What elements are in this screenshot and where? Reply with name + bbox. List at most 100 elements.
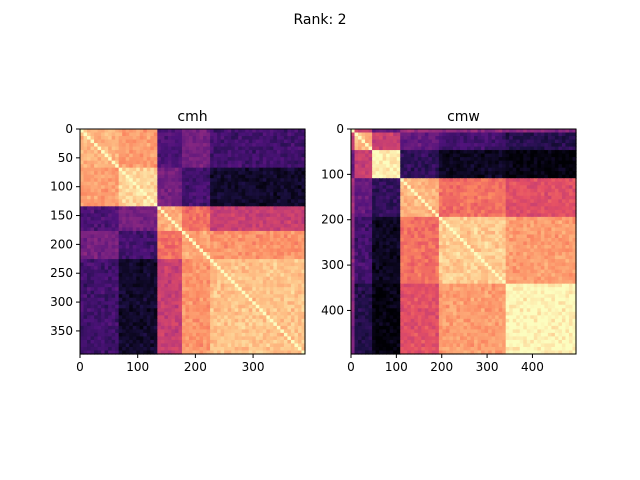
heatmap-cell bbox=[185, 146, 190, 151]
heatmap-cell bbox=[206, 192, 211, 197]
heatmap-cell bbox=[280, 280, 285, 285]
heatmap-cell bbox=[111, 188, 116, 193]
heatmap-cell bbox=[80, 195, 85, 200]
heatmap-cell bbox=[358, 136, 363, 141]
heatmap-cell bbox=[108, 350, 113, 355]
heatmap-cell bbox=[185, 311, 190, 316]
heatmap-cell bbox=[213, 252, 218, 257]
heatmap-cell bbox=[393, 160, 398, 165]
heatmap-cell bbox=[234, 220, 239, 225]
heatmap-cell bbox=[488, 160, 493, 165]
heatmap-cell bbox=[248, 346, 253, 352]
heatmap-cell bbox=[488, 146, 493, 151]
heatmap-cell bbox=[572, 157, 577, 162]
heatmap-cell bbox=[185, 174, 190, 179]
heatmap-cell bbox=[547, 171, 552, 176]
heatmap-cell bbox=[280, 227, 285, 232]
heatmap-cell bbox=[94, 290, 99, 295]
heatmap-cell bbox=[259, 132, 264, 137]
heatmap-cell bbox=[276, 153, 281, 158]
heatmap-cell bbox=[83, 339, 88, 345]
heatmap-cell bbox=[192, 185, 197, 190]
heatmap-cell bbox=[101, 153, 106, 158]
heatmap-cell bbox=[255, 297, 260, 302]
heatmap-cell bbox=[192, 297, 197, 302]
heatmap-cell bbox=[234, 185, 239, 190]
heatmap-cell bbox=[269, 350, 274, 355]
heatmap-cell bbox=[157, 195, 162, 200]
heatmap-cell bbox=[97, 350, 102, 355]
heatmap-cell bbox=[146, 220, 151, 225]
heatmap-cell bbox=[255, 255, 260, 260]
heatmap-cell bbox=[262, 234, 267, 239]
heatmap-cell bbox=[174, 153, 180, 158]
heatmap-cell bbox=[87, 287, 92, 292]
heatmap-cell bbox=[410, 167, 415, 172]
heatmap-cell bbox=[255, 171, 260, 176]
heatmap-cell bbox=[533, 143, 538, 148]
heatmap-cell bbox=[171, 325, 176, 330]
heatmap-cell bbox=[481, 129, 486, 134]
heatmap-cell bbox=[234, 329, 239, 334]
heatmap-cell bbox=[125, 188, 130, 193]
heatmap-cell bbox=[290, 315, 296, 320]
heatmap-cell bbox=[153, 188, 158, 193]
heatmap-cell bbox=[290, 171, 296, 176]
heatmap-cell bbox=[90, 294, 95, 299]
heatmap-cell bbox=[101, 174, 106, 179]
heatmap-cell bbox=[83, 343, 88, 348]
heatmap-cell bbox=[224, 143, 229, 148]
heatmap-cell bbox=[224, 332, 229, 338]
heatmap-cell bbox=[217, 230, 222, 236]
heatmap-cell bbox=[108, 269, 113, 274]
heatmap-cell bbox=[297, 315, 303, 320]
heatmap-cell bbox=[80, 171, 85, 176]
heatmap-cell bbox=[104, 266, 109, 271]
heatmap-cell bbox=[269, 280, 274, 285]
heatmap-cell bbox=[227, 273, 232, 278]
heatmap-cell bbox=[192, 129, 197, 134]
heatmap-cell bbox=[386, 157, 391, 162]
heatmap-cell bbox=[558, 143, 563, 148]
heatmap-cell bbox=[108, 283, 113, 288]
heatmap-cell bbox=[241, 262, 246, 267]
heatmap-cell bbox=[259, 164, 264, 169]
heatmap-cell bbox=[111, 283, 116, 288]
heatmap-cell bbox=[111, 287, 116, 292]
heatmap-cell bbox=[136, 255, 141, 260]
heatmap-cell bbox=[290, 266, 296, 271]
heatmap-cell bbox=[129, 216, 134, 222]
heatmap-cell bbox=[136, 188, 141, 193]
heatmap-cell bbox=[146, 171, 151, 176]
heatmap-cell bbox=[125, 276, 130, 281]
heatmap-cell bbox=[234, 245, 239, 250]
heatmap-cell bbox=[238, 266, 243, 271]
heatmap-cell bbox=[136, 276, 141, 281]
heatmap-cell bbox=[301, 150, 306, 155]
heatmap-cell bbox=[294, 269, 299, 274]
heatmap-cell bbox=[178, 139, 183, 144]
heatmap-cell bbox=[294, 174, 299, 179]
heatmap-cell bbox=[224, 252, 229, 257]
heatmap-cell bbox=[164, 143, 169, 148]
heatmap-cell bbox=[245, 329, 250, 334]
heatmap-cell bbox=[459, 143, 465, 148]
heatmap-cell bbox=[530, 164, 535, 169]
heatmap-cell bbox=[139, 157, 144, 162]
heatmap-cell bbox=[160, 230, 165, 236]
heatmap-cell bbox=[157, 276, 162, 281]
heatmap-cell bbox=[122, 343, 127, 348]
heatmap-cell bbox=[132, 160, 137, 165]
heatmap-cell bbox=[206, 209, 211, 214]
heatmap-cell bbox=[129, 269, 134, 274]
heatmap-cell bbox=[252, 301, 257, 306]
x-tick-label: 200 bbox=[184, 360, 207, 374]
heatmap-cell bbox=[178, 160, 183, 165]
heatmap-cell bbox=[203, 315, 208, 320]
heatmap-cell bbox=[283, 146, 289, 151]
heatmap-cell bbox=[206, 273, 211, 278]
heatmap-cell bbox=[136, 139, 141, 144]
heatmap-cell bbox=[206, 269, 211, 274]
heatmap-cell bbox=[280, 234, 285, 239]
heatmap-cell bbox=[174, 174, 180, 179]
